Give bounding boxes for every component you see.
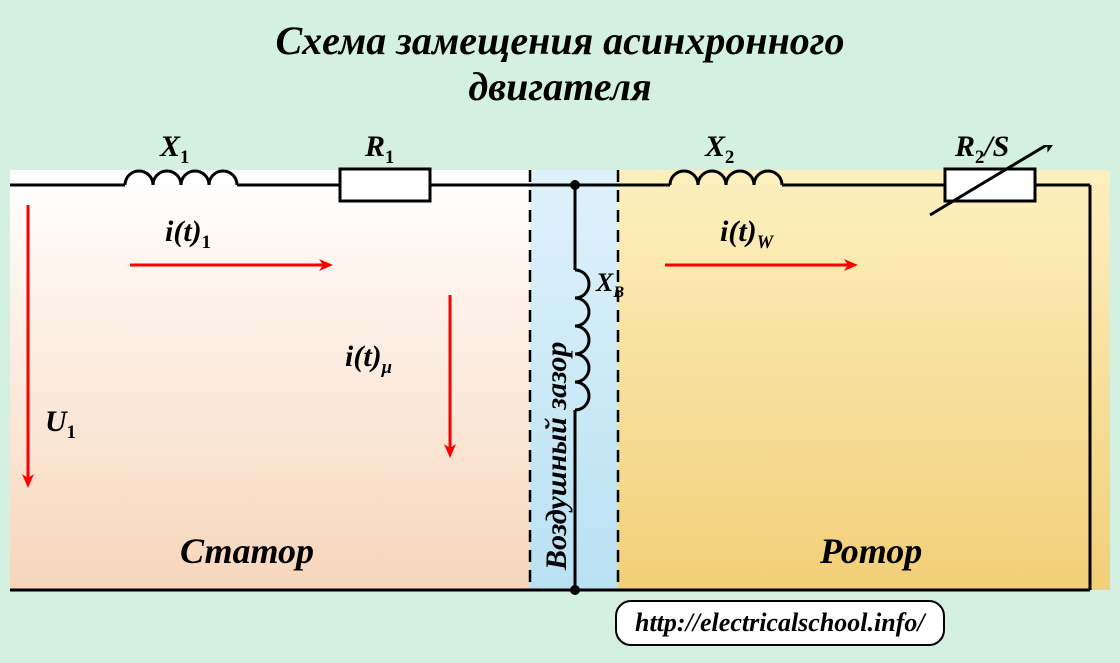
title-line2: двигателя [468,64,651,109]
label-x1: X1 [160,130,189,169]
inductor-x2 [670,171,782,185]
label-u1: U1 [45,405,76,444]
label-iw: i(t)W [720,215,773,254]
region-label-gap: Воздушный зазор [540,342,574,570]
label-r1: R1 [365,130,394,169]
circuit-diagram: X1 R1 X2 R2/S XB i(t)1 i(t)μ i(t)W U1 Ст… [10,145,1110,615]
inductor-x1 [125,171,237,185]
region-label-rotor: Ротор [820,530,922,572]
label-x2: X2 [705,130,734,169]
resistor-r1 [340,169,430,201]
region-label-stator: Статор [180,530,314,572]
inductor-xb [575,270,589,410]
source-url: http://electricalschool.info/ [615,600,945,646]
label-imu: i(t)μ [345,340,392,379]
title-line1: Схема замещения асинхронного [275,18,844,63]
label-i1: i(t)1 [165,215,211,254]
label-xb: XB [596,268,624,302]
label-r2s: R2/S [955,130,1009,169]
